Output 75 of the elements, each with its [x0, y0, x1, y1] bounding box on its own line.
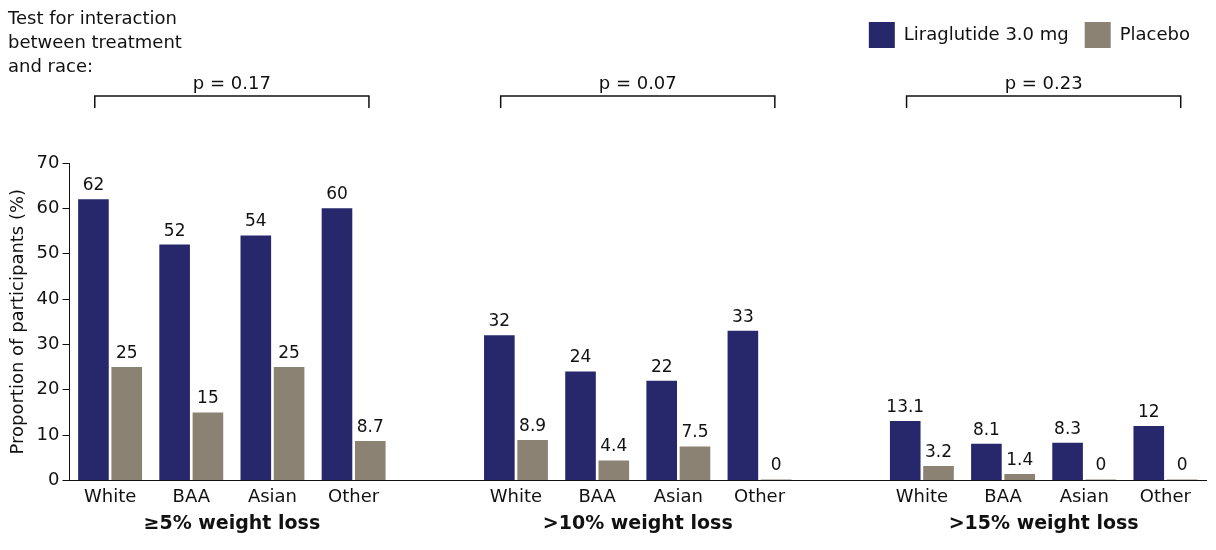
bar [517, 440, 548, 480]
data-label: 15 [197, 387, 219, 408]
y-tick-label: 30 [36, 332, 60, 354]
y-tick-label: 60 [36, 196, 60, 218]
bar [111, 367, 143, 480]
data-label: 0 [770, 454, 782, 475]
bar [240, 235, 272, 480]
bar [159, 244, 190, 480]
y-tick-label: 70 [36, 150, 60, 172]
data-label: 8.9 [519, 414, 547, 435]
data-label: 62 [82, 174, 105, 195]
bar [192, 412, 224, 480]
bar [646, 380, 678, 480]
bar [321, 208, 353, 480]
bar [484, 335, 515, 480]
x-tick-label: Asian [653, 484, 703, 506]
x-tick-label: White [489, 484, 543, 506]
data-label: 7.5 [681, 421, 709, 442]
text: ≥5% weight loss [143, 510, 321, 533]
x-tick-label: Other [733, 484, 786, 506]
data-label: 25 [115, 341, 138, 362]
x-tick-label: BAA [578, 484, 617, 506]
data-label: 0 [1176, 454, 1188, 475]
bar [1133, 425, 1165, 480]
bar [598, 460, 630, 480]
y-axis-title: Proportion of participants (%) [6, 188, 28, 455]
x-tick-label: Other [328, 484, 380, 506]
x-tick-label: White [83, 484, 137, 506]
data-label: 4.4 [600, 435, 628, 456]
data-label: 8.3 [1054, 417, 1082, 438]
x-tick-label: Asian [1059, 484, 1109, 506]
data-label: 1.4 [1006, 448, 1034, 469]
x-tick-label: BAA [172, 484, 211, 506]
bar [1004, 474, 1036, 480]
data-label: 54 [244, 210, 267, 231]
x-tick-label: Asian [247, 484, 298, 506]
data-label: 12 [1137, 400, 1160, 421]
data-label: 24 [569, 346, 592, 367]
data-label: 60 [326, 183, 348, 204]
data-label: 13.1 [886, 395, 925, 416]
bar [923, 465, 954, 480]
data-label: 32 [488, 310, 511, 331]
data-label: 22 [650, 355, 673, 376]
bar [971, 443, 1002, 480]
data-label: 33 [732, 305, 754, 326]
bar [565, 371, 596, 480]
data-label: 52 [163, 219, 186, 240]
text: >15% weight loss [948, 510, 1139, 533]
x-tick-label: BAA [984, 484, 1023, 506]
data-label: 0 [1095, 454, 1107, 475]
bar [679, 446, 711, 480]
bar [354, 440, 386, 480]
bar [1052, 442, 1083, 480]
x-tick-label: Other [1139, 484, 1192, 506]
bar [78, 199, 109, 480]
text: p = 0.17 [192, 71, 271, 93]
bar [889, 421, 921, 480]
data-label: 8.1 [972, 418, 1000, 439]
bar [727, 330, 759, 480]
data-label: 8.7 [356, 415, 384, 436]
y-tick-label: 0 [48, 468, 60, 490]
data-label: 25 [278, 341, 300, 362]
y-tick-label: 40 [36, 286, 60, 308]
text: p = 0.23 [1004, 71, 1083, 93]
data-label: 3.2 [924, 440, 953, 461]
text: p = 0.07 [598, 71, 677, 93]
bar [273, 367, 305, 480]
x-tick-label: White [895, 484, 949, 506]
text: Test for interaction between treatment and race: [7, 6, 182, 76]
text: >10% weight loss [542, 510, 733, 533]
y-tick-label: 50 [36, 241, 60, 263]
legend-label: Placebo [1119, 22, 1190, 44]
y-tick-label: 20 [36, 377, 60, 399]
legend-label: Liraglutide 3.0 mg [903, 22, 1069, 44]
y-tick-label: 10 [36, 422, 60, 444]
